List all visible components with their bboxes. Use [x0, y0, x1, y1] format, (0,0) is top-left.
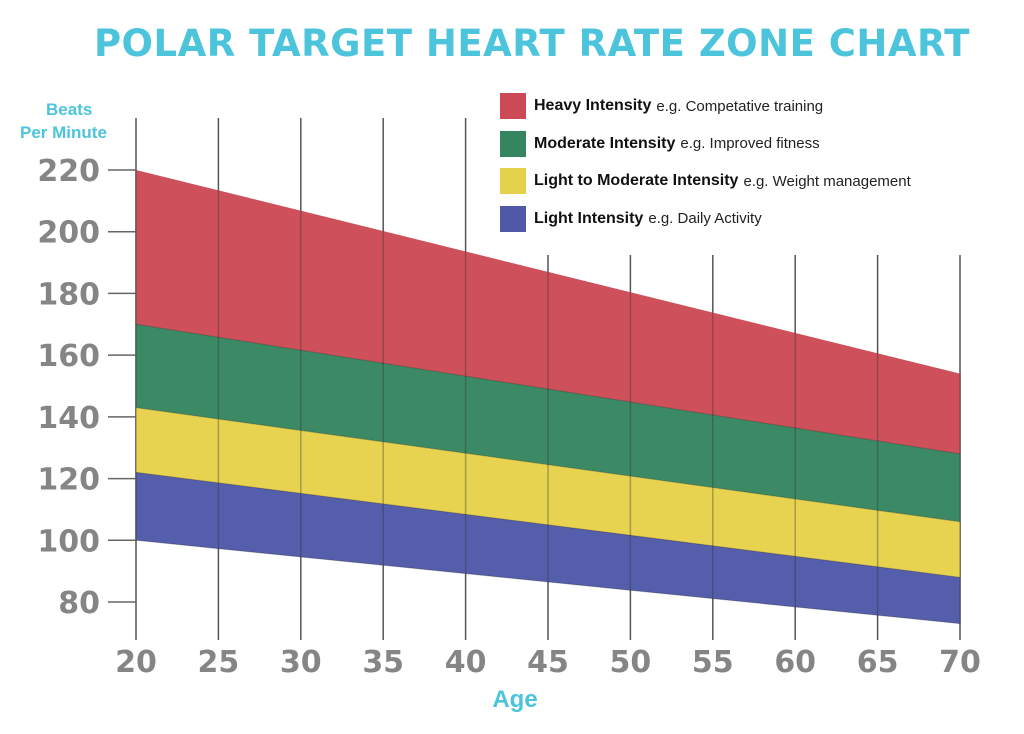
y-axis-label-line2: Per Minute [20, 123, 107, 142]
band-edge-1 [135, 407, 961, 523]
x-tick-label-45: 45 [527, 645, 569, 680]
y-tick-label-220: 220 [37, 154, 100, 189]
legend-item-heavy: Heavy Intensity e.g. Competative trainin… [500, 92, 911, 120]
legend-desc-heavy: e.g. Competative training [656, 97, 824, 115]
legend-name-heavy: Heavy Intensity [534, 97, 652, 114]
y-tick-label-180: 180 [37, 277, 100, 312]
band-heavy-intensity [136, 170, 960, 454]
y-tick-label-80: 80 [58, 586, 100, 621]
x-tick-label-60: 60 [774, 645, 816, 680]
legend-item-moderate: Moderate Intensity e.g. Improved fitness [500, 130, 911, 158]
legend-swatch-heavy [500, 93, 526, 119]
x-tick-label-30: 30 [280, 645, 322, 680]
band-moderate-intensity [136, 324, 960, 522]
legend-item-light: Light Intensity e.g. Daily Activity [500, 205, 911, 233]
band-light-to-moderate-intensity [136, 407, 960, 578]
y-axis-label: Beats Per Minute [20, 98, 130, 144]
legend-desc-light: e.g. Daily Activity [648, 210, 762, 227]
y-axis-label-line1: Beats [46, 100, 93, 119]
y-tick-label-160: 160 [37, 339, 100, 374]
legend-swatch-moderate [500, 130, 526, 157]
legend-name-light-moderate: Light to Moderate Intensity [534, 172, 739, 189]
band-edge-2 [135, 471, 961, 578]
x-tick-label-70: 70 [939, 645, 981, 680]
x-tick-label-25: 25 [198, 645, 240, 680]
band-edge-3 [135, 539, 961, 625]
x-tick-label-50: 50 [610, 645, 652, 680]
y-tick-label-120: 120 [37, 463, 100, 498]
legend-item-light-moderate: Light to Moderate Intensity e.g. Weight … [500, 167, 911, 195]
band-edge-0 [135, 323, 961, 455]
x-tick-label-55: 55 [692, 645, 734, 680]
x-tick-label-40: 40 [445, 645, 487, 680]
chart-title: POLAR TARGET HEART RATE ZONE CHART [93, 22, 971, 65]
y-tick-label-200: 200 [37, 216, 100, 251]
legend: Heavy Intensity e.g. Competative trainin… [500, 92, 911, 242]
band-light-intensity [136, 472, 960, 624]
legend-name-light: Light Intensity [534, 209, 644, 227]
legend-name-moderate: Moderate Intensity [534, 134, 676, 152]
x-tick-label-65: 65 [857, 645, 899, 680]
x-axis-label: Age [492, 686, 538, 713]
y-tick-label-140: 140 [37, 401, 100, 436]
x-tick-label-20: 20 [115, 645, 157, 680]
y-tick-label-100: 100 [37, 524, 100, 559]
legend-desc-light-moderate: e.g. Weight management [743, 172, 911, 190]
legend-swatch-light [500, 205, 526, 232]
legend-swatch-light-moderate [500, 168, 526, 194]
legend-desc-moderate: e.g. Improved fitness [680, 135, 820, 152]
x-tick-label-35: 35 [362, 645, 404, 680]
